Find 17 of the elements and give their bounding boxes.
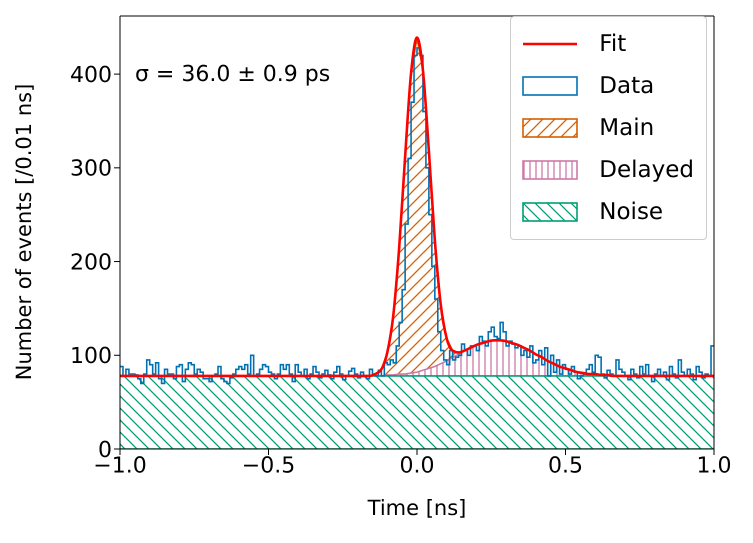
y-tick-label: 400 — [70, 62, 112, 88]
legend-label: Main — [599, 115, 654, 141]
legend-label: Noise — [599, 199, 664, 225]
y-tick-label: 200 — [70, 250, 112, 276]
legend-label: Fit — [599, 31, 626, 57]
x-tick-label: 0.0 — [400, 454, 434, 479]
legend-label: Data — [599, 73, 654, 99]
x-tick-label: −0.5 — [242, 454, 296, 479]
y-tick-label: 100 — [70, 344, 112, 370]
legend-label: Delayed — [599, 157, 694, 183]
annotation: σ = 36.0 ± 0.9 ps — [135, 62, 330, 87]
x-tick-label: 0.5 — [548, 454, 583, 479]
y-axis-title: Number of events [/0.01 ns] — [12, 84, 36, 380]
y-tick-label: 0 — [98, 438, 112, 463]
x-tick-label: 1.0 — [696, 454, 732, 479]
x-axis-title: Time [ns] — [366, 496, 466, 520]
y-tick-label: 300 — [70, 156, 112, 182]
